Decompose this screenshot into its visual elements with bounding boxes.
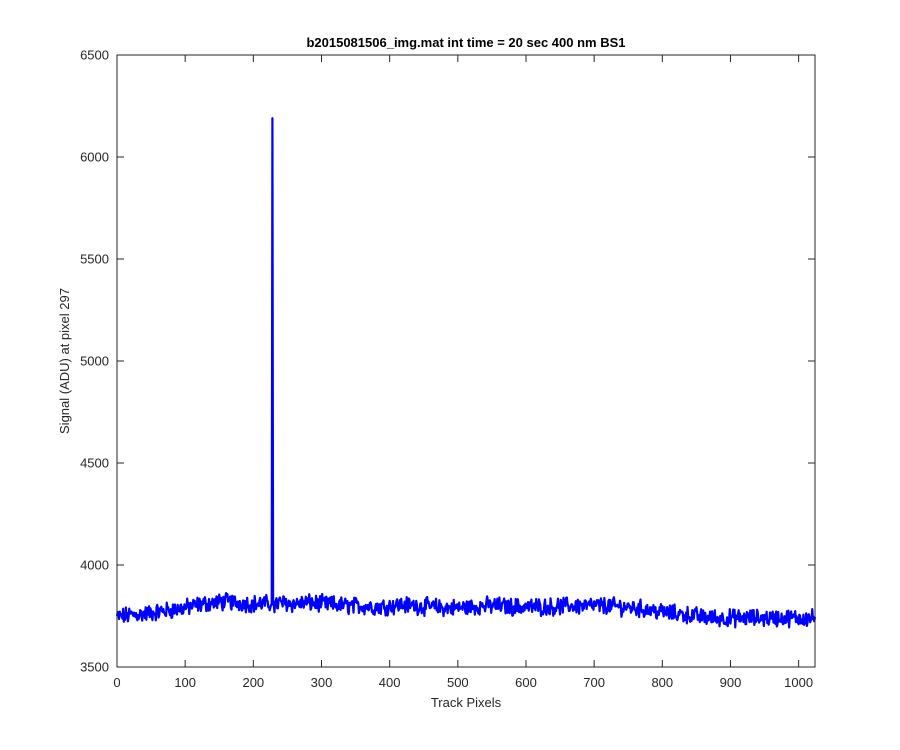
x-tick-label: 800 bbox=[651, 675, 673, 690]
x-axis-label: Track Pixels bbox=[431, 695, 502, 710]
plot-area-frame bbox=[116, 54, 816, 668]
x-tick-label: 1000 bbox=[784, 675, 813, 690]
x-tick-label: 900 bbox=[720, 675, 742, 690]
x-tick-label: 400 bbox=[379, 675, 401, 690]
y-tick-label: 5000 bbox=[80, 354, 109, 369]
x-tick-label: 200 bbox=[242, 675, 264, 690]
x-tick-label: 600 bbox=[515, 675, 537, 690]
y-axis-label: Signal (ADU) at pixel 297 bbox=[57, 288, 72, 434]
x-tick-label: 300 bbox=[311, 675, 333, 690]
chart-title: b2015081506_img.mat int time = 20 sec 40… bbox=[306, 35, 625, 50]
y-tick-label: 4500 bbox=[80, 456, 109, 471]
tick-layer: 0 100 200 300 400 500 600 700 800 900 1000 3500 4000… bbox=[80, 48, 815, 690]
x-tick-label: 700 bbox=[583, 675, 605, 690]
x-tick-label: 0 bbox=[113, 675, 120, 690]
y-tick-label: 6000 bbox=[80, 150, 109, 165]
y-tick-label: 6500 bbox=[80, 48, 109, 63]
x-tick-label: 100 bbox=[174, 675, 196, 690]
y-tick-label: 4000 bbox=[80, 558, 109, 573]
y-tick-label: 5500 bbox=[80, 252, 109, 267]
series-line bbox=[115, 117, 817, 629]
y-tick-label: 3500 bbox=[80, 660, 109, 675]
data-layer bbox=[115, 117, 817, 629]
x-tick-label: 500 bbox=[447, 675, 469, 690]
